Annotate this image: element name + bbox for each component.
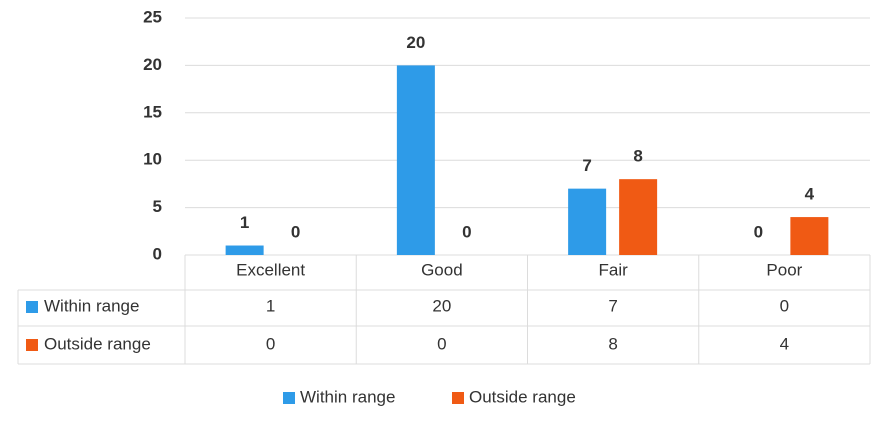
x-tick-label: Poor xyxy=(766,260,802,279)
table-cell: 0 xyxy=(266,334,275,353)
legend-key xyxy=(452,392,464,404)
y-tick-label: 15 xyxy=(143,102,162,121)
bar xyxy=(396,65,435,256)
data-label: 8 xyxy=(633,147,642,166)
data-label: 0 xyxy=(754,222,763,241)
data-label: 0 xyxy=(291,222,300,241)
legend-label: Outside range xyxy=(469,387,576,406)
data-label: 0 xyxy=(462,222,471,241)
bar xyxy=(790,217,829,255)
table-cell: 20 xyxy=(432,296,451,315)
table-cell: 7 xyxy=(608,296,617,315)
bar xyxy=(225,245,264,255)
table-row-header: Outside range xyxy=(44,334,151,353)
data-label: 4 xyxy=(805,185,815,204)
x-tick-label: Excellent xyxy=(236,260,305,279)
bar xyxy=(568,188,607,255)
y-tick-label: 10 xyxy=(143,150,162,169)
table-cell: 4 xyxy=(780,334,789,353)
y-tick-label: 5 xyxy=(153,197,162,216)
data-label: 20 xyxy=(406,33,425,52)
x-tick-label: Fair xyxy=(598,260,628,279)
table-cell: 1 xyxy=(266,296,275,315)
x-tick-label: Good xyxy=(421,260,463,279)
table-key xyxy=(26,301,38,313)
y-tick-label: 0 xyxy=(153,244,162,263)
table-cell: 8 xyxy=(608,334,617,353)
y-tick-label: 25 xyxy=(143,7,162,26)
legend-key xyxy=(283,392,295,404)
data-label: 1 xyxy=(240,213,249,232)
table-row-header: Within range xyxy=(44,296,139,315)
table-key xyxy=(26,339,38,351)
bar xyxy=(619,179,658,255)
data-label: 7 xyxy=(582,156,591,175)
legend-label: Within range xyxy=(300,387,395,406)
table-cell: 0 xyxy=(437,334,446,353)
table-cell: 0 xyxy=(780,296,789,315)
y-tick-label: 20 xyxy=(143,55,162,74)
